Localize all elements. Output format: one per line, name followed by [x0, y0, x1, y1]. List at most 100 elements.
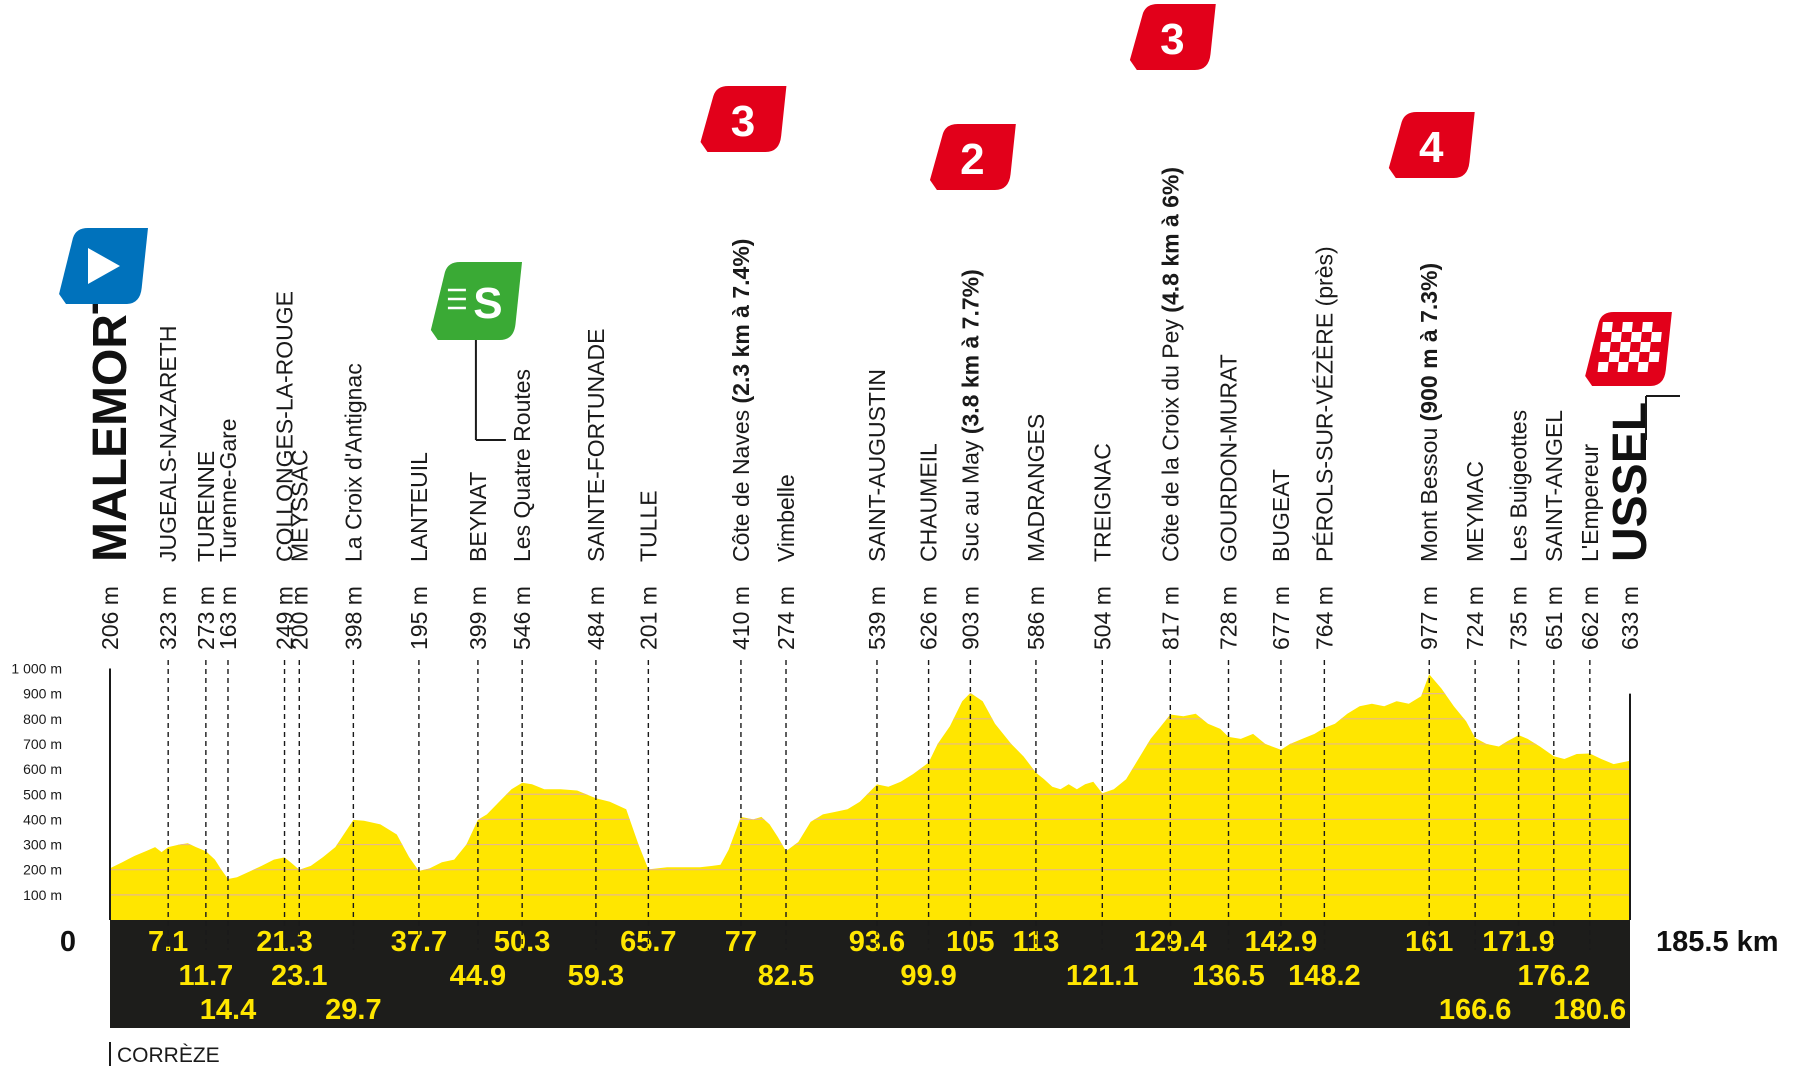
waypoint-name-text: Vimbelle: [773, 474, 799, 562]
altitude-tick-label: 300 m: [23, 837, 62, 853]
waypoint-name-text: SAINTE-FORTUNADE: [583, 329, 609, 562]
waypoint-name: COLLONGES-LA-ROUGE: [272, 291, 298, 562]
waypoint-name: BEYNAT: [465, 472, 491, 562]
waypoint-name: La Croix d'Antignac: [340, 363, 366, 562]
waypoint-label: 163 m Turenne-Gare: [215, 418, 241, 650]
waypoint-label: 201 m TULLE: [635, 490, 661, 650]
finish-checker-square: [1621, 322, 1633, 332]
waypoint-name: CHAUMEIL: [916, 443, 942, 562]
finish-checker-square: [1619, 342, 1631, 352]
waypoint-label: 484 m SAINTE-FORTUNADE: [583, 329, 609, 650]
waypoint-name-text: SAINT-ANGEL: [1541, 410, 1567, 562]
finish-checker-square: [1650, 332, 1662, 342]
finish-checker-square: [1597, 362, 1609, 372]
waypoint-altitude: 323 m: [155, 586, 181, 650]
waypoint-altitude: 977 m: [1416, 586, 1442, 650]
waypoint-name-text: Les Quatre Routes: [509, 369, 535, 562]
km-marker-label: 29.7: [325, 994, 381, 1026]
km-marker-label: 180.6: [1554, 994, 1627, 1026]
waypoint-label: 633 m USSEL: [1604, 402, 1657, 650]
waypoint-name-text: GOURDON-MURAT: [1215, 354, 1241, 562]
waypoint-name: GOURDON-MURAT: [1215, 354, 1241, 562]
waypoint-name-text: TULLE: [635, 490, 661, 562]
waypoint-label: 977 m Mont Bessou (900 m à 7.3%): [1416, 263, 1442, 650]
waypoint-label: 410 m Côte de Naves (2.3 km à 7.4%): [728, 239, 754, 650]
waypoint-altitude: 728 m: [1215, 586, 1241, 650]
waypoint-altitude: 201 m: [635, 586, 661, 650]
waypoint-altitude: 398 m: [340, 586, 366, 650]
waypoint-altitude: 677 m: [1268, 586, 1294, 650]
climb-details: (3.8 km à 7.7%): [957, 269, 983, 434]
waypoint-altitude: 586 m: [1023, 586, 1049, 650]
altitude-tick-label: 700 m: [23, 736, 62, 752]
sprint-badge: [430, 262, 523, 340]
waypoint-name-text: Mont Bessou: [1416, 421, 1442, 562]
climb-category-number: 3: [1160, 15, 1184, 64]
waypoint-name: MEYMAC: [1462, 461, 1488, 562]
finish-checker-square: [1608, 352, 1620, 362]
waypoint-name-text: JUGEALS-NAZARETH: [155, 326, 181, 562]
finish-checker-square: [1630, 332, 1642, 342]
climb-category-number: 3: [731, 97, 755, 146]
start-town-name: MALEMORT: [84, 285, 137, 562]
altitude-tick-label: 100 m: [23, 887, 62, 903]
waypoint-name: Côte de Naves (2.3 km à 7.4%): [728, 239, 754, 562]
climb-category-badge: [700, 86, 787, 152]
altitude-tick-label: 900 m: [23, 686, 62, 702]
waypoint-name-text: MEYMAC: [1462, 461, 1488, 562]
finish-checker-square: [1617, 362, 1629, 372]
finish-checker-square: [1601, 322, 1613, 332]
waypoint-altitude: 504 m: [1089, 586, 1115, 650]
finish-checker-square: [1648, 352, 1660, 362]
waypoint-altitude: 817 m: [1157, 586, 1183, 650]
waypoint-altitude: 273 m: [193, 586, 219, 650]
waypoint-altitude: 484 m: [583, 586, 609, 650]
waypoint-name: Les Buigeottes: [1506, 410, 1532, 562]
waypoint-label: 398 m La Croix d'Antignac: [340, 363, 366, 650]
climb-category-badge: [929, 124, 1016, 190]
km-marker-label: 166.6: [1439, 994, 1512, 1026]
climb-details: (900 m à 7.3%): [1416, 263, 1442, 422]
km-marker-label: 11.7: [178, 960, 233, 992]
waypoint-altitude: 195 m: [406, 586, 432, 650]
finish-town-name: USSEL: [1604, 402, 1657, 562]
waypoint-label: 626 m CHAUMEIL: [916, 443, 942, 650]
waypoint-altitude: 724 m: [1462, 586, 1488, 650]
waypoint-label: 764 m PÉROLS-SUR-VÉZÈRE (près): [1311, 246, 1337, 650]
waypoint-label: 724 m MEYMAC: [1462, 461, 1488, 650]
waypoint-name: Turenne-Gare: [215, 418, 241, 562]
km-marker-label: 82.5: [758, 960, 814, 992]
waypoint-name-text: Les Buigeottes: [1506, 410, 1532, 562]
waypoint-label: 206 m MALEMORT: [84, 285, 137, 650]
waypoint-name-text: BEYNAT: [465, 472, 491, 562]
waypoint-label: 504 m TREIGNAC: [1089, 443, 1115, 650]
waypoint-name: Vimbelle: [773, 474, 799, 562]
waypoint-label: 546 m Les Quatre Routes: [509, 369, 535, 650]
end-km-label: 185.5 km: [1656, 926, 1779, 958]
waypoint-name: LANTEUIL: [406, 452, 432, 562]
start-arrow-icon: [88, 248, 120, 284]
waypoint-label: 274 m Vimbelle: [773, 474, 799, 650]
waypoint-name-text: LANTEUIL: [406, 452, 432, 562]
waypoint-name: TURENNE: [193, 451, 219, 562]
waypoint-name: Mont Bessou (900 m à 7.3%): [1416, 263, 1442, 562]
altitude-tick-label: 400 m: [23, 811, 62, 827]
waypoint-altitude: 163 m: [215, 586, 241, 650]
waypoint-label: 195 m LANTEUIL: [406, 452, 432, 650]
waypoint-label: 586 m MADRANGES: [1023, 414, 1049, 650]
waypoint-altitude: 633 m: [1617, 586, 1643, 650]
waypoint-name-text: SAINT-AUGUSTIN: [864, 369, 890, 562]
waypoints: 206 m MALEMORT 323 m JUGEALS-NAZARETH 273 m T…: [84, 167, 1657, 950]
km-marker-label: 121.1: [1066, 960, 1139, 992]
km-marker-label: 148.2: [1288, 960, 1361, 992]
waypoint-label: 200 m MEYSSAC: [286, 450, 312, 650]
waypoint-name: SAINT-AUGUSTIN: [864, 369, 890, 562]
start-km-label: 0: [60, 926, 76, 958]
waypoint-altitude: 274 m: [773, 586, 799, 650]
waypoint-altitude: 249 m: [272, 586, 298, 650]
waypoint-altitude: 399 m: [465, 586, 491, 650]
region-label: CORRÈZE: [117, 1044, 220, 1067]
waypoint-name: Les Quatre Routes: [509, 369, 535, 562]
waypoint-name-text: MEYSSAC: [286, 450, 312, 562]
km-band-background: [110, 920, 1630, 1028]
